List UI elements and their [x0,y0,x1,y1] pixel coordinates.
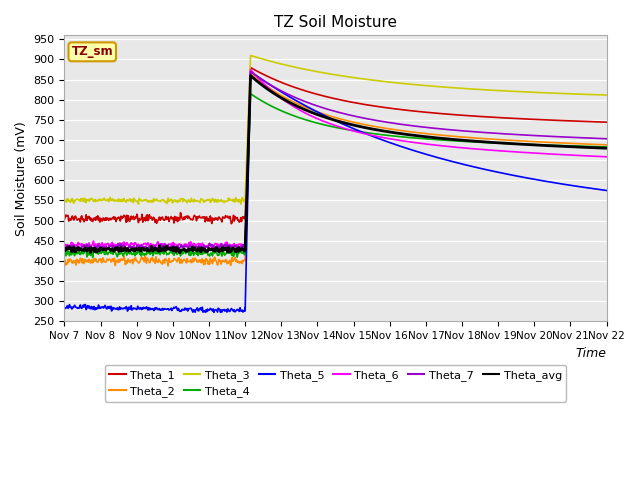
Theta_6 [247,67,255,72]
Theta_6 [248,68,255,73]
Theta_4 [122,251,130,256]
Theta_avg [179,247,186,253]
Line: Theta_4: Theta_4 [65,94,607,257]
Theta_5 [364,132,371,137]
Theta_3 [73,196,81,202]
Theta_1 [248,65,255,71]
Theta_6 [73,242,81,248]
Theta_3 [166,197,173,203]
Theta_6 [364,132,371,137]
Theta_avg [364,125,371,131]
Theta_2 [61,261,68,266]
Title: TZ Soil Moisture: TZ Soil Moisture [274,15,397,30]
Theta_6 [61,241,68,247]
Theta_3 [179,199,186,204]
Theta_3 [248,53,255,59]
Theta_2 [73,256,81,262]
Theta_1 [247,65,255,71]
Theta_4 [61,249,68,255]
Y-axis label: Soil Moisture (mV): Soil Moisture (mV) [15,121,28,236]
Theta_5 [248,69,255,75]
Legend: Theta_1, Theta_2, Theta_3, Theta_4, Theta_5, Theta_6, Theta_7, Theta_avg: Theta_1, Theta_2, Theta_3, Theta_4, Thet… [104,365,566,401]
Theta_5 [210,310,218,315]
Theta_avg [122,247,129,252]
Theta_4 [73,251,81,257]
Theta_3 [603,92,611,98]
Line: Theta_3: Theta_3 [65,56,607,204]
Theta_4 [248,92,255,97]
Line: Theta_6: Theta_6 [65,70,607,249]
Theta_3 [364,77,371,83]
Line: Theta_avg: Theta_avg [65,76,607,253]
Theta_3 [247,53,255,59]
Theta_7 [603,136,611,142]
Theta_avg [247,73,255,79]
Text: TZ_sm: TZ_sm [72,45,113,59]
Theta_avg [176,250,184,256]
Theta_3 [122,198,129,204]
Theta_1 [178,215,186,221]
Theta_7 [247,69,255,74]
Theta_4 [179,251,186,257]
Theta_7 [248,70,255,75]
Theta_avg [61,247,68,252]
Theta_4 [603,144,611,150]
Theta_3 [61,199,68,204]
Theta_1 [227,221,235,227]
Line: Theta_5: Theta_5 [65,72,607,312]
Line: Theta_1: Theta_1 [65,68,607,224]
Theta_7 [61,243,68,249]
Theta_5 [247,69,255,74]
Theta_5 [122,306,129,312]
Theta_2 [122,262,129,267]
Theta_2 [364,122,371,128]
Theta_6 [179,243,186,249]
Theta_2 [166,259,173,264]
X-axis label: Time: Time [575,347,607,360]
Theta_1 [165,218,173,224]
Theta_2 [164,263,172,269]
Theta_7 [73,245,81,251]
Theta_6 [122,240,129,246]
Theta_avg [248,73,255,79]
Theta_3 [134,201,142,207]
Theta_7 [179,244,186,250]
Theta_2 [248,72,255,77]
Theta_avg [603,145,611,151]
Theta_6 [166,241,173,247]
Theta_5 [73,305,81,311]
Theta_4 [247,91,255,96]
Theta_7 [122,246,130,252]
Theta_4 [364,130,371,136]
Theta_4 [166,250,173,255]
Theta_4 [89,254,97,260]
Theta_7 [364,116,371,122]
Theta_5 [178,307,186,312]
Theta_2 [179,259,186,264]
Theta_6 [135,246,143,252]
Line: Theta_2: Theta_2 [65,73,607,266]
Theta_5 [165,307,173,313]
Theta_1 [122,214,129,220]
Theta_avg [73,245,81,251]
Theta_5 [61,305,68,311]
Theta_1 [364,102,371,108]
Theta_2 [603,142,611,148]
Theta_1 [73,217,81,223]
Theta_avg [165,246,173,252]
Theta_5 [603,188,611,193]
Theta_1 [603,120,611,125]
Theta_7 [166,244,173,250]
Line: Theta_7: Theta_7 [65,72,607,251]
Theta_1 [61,216,68,222]
Theta_6 [603,154,611,160]
Theta_7 [96,248,104,254]
Theta_2 [247,71,255,76]
